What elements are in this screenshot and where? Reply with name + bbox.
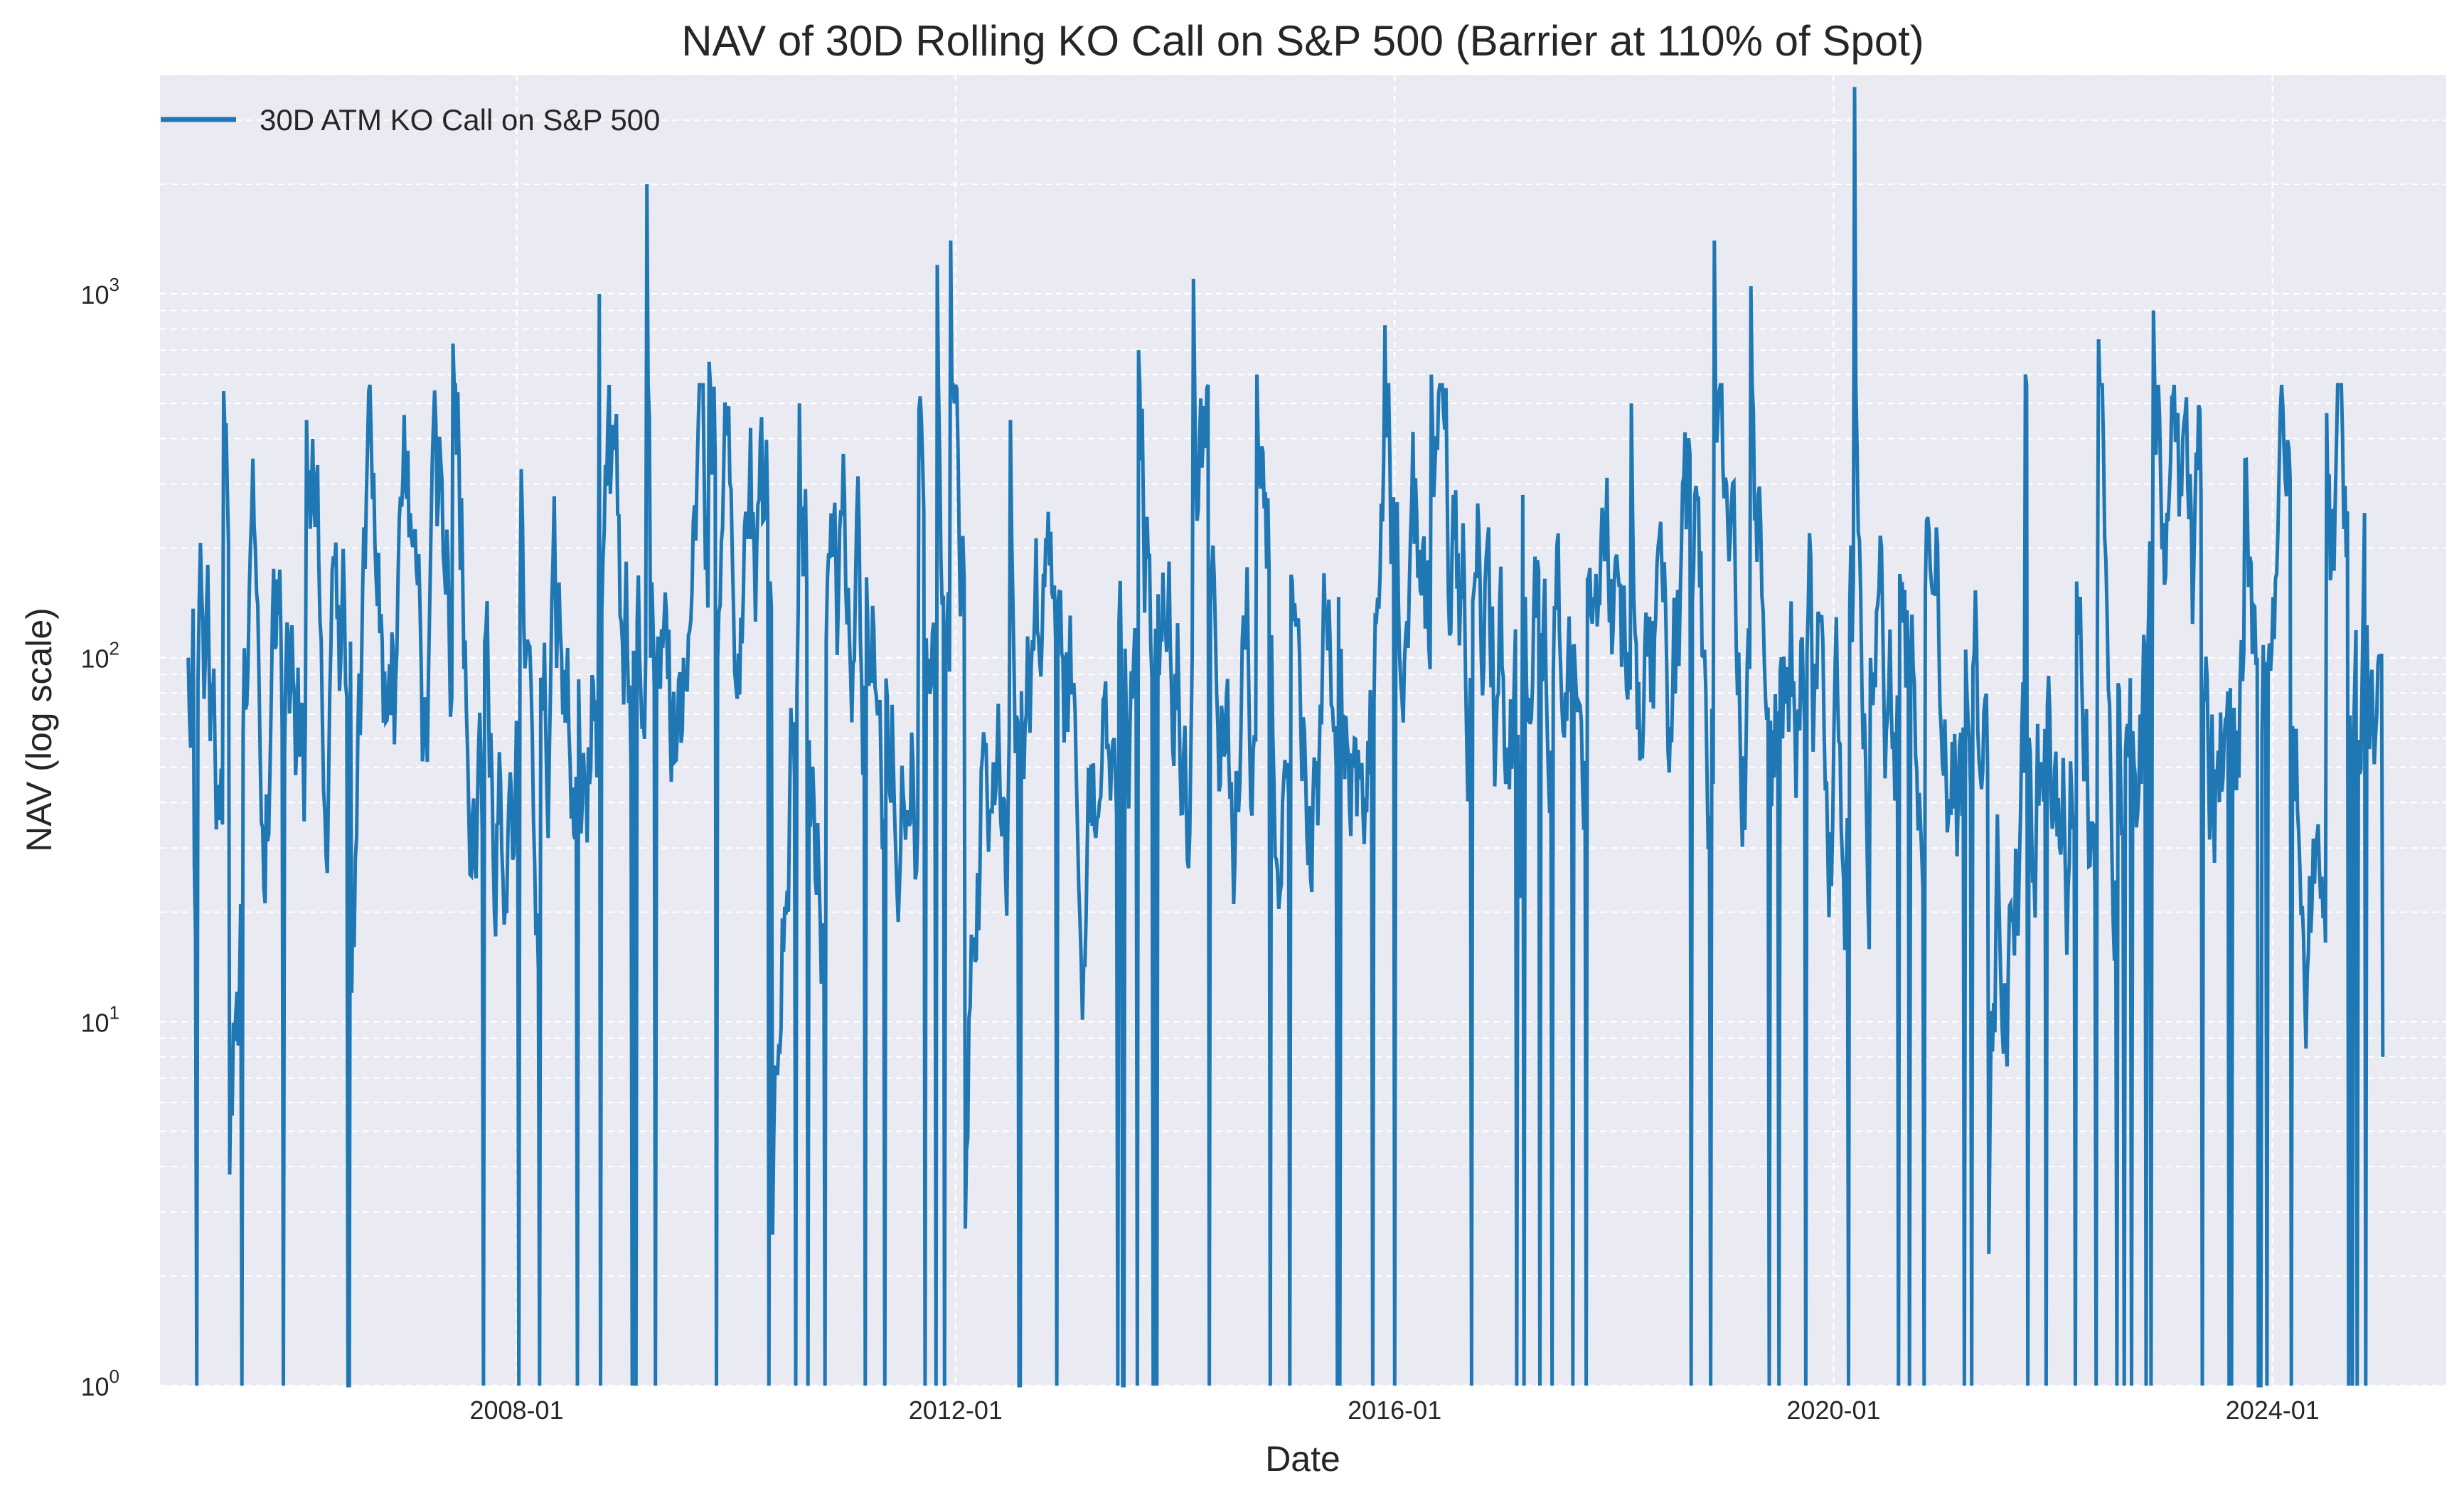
series-layer	[186, 87, 2385, 1388]
chart-title: NAV of 30D Rolling KO Call on S&P 500 (B…	[681, 17, 1924, 65]
legend-label: 30D ATM KO Call on S&P 500	[260, 103, 660, 137]
tick-layer: 2008-01 2012-01 2016-01 2020-01 2024-01 100 10…	[80, 274, 2319, 1425]
y-tick-label: 101	[80, 1002, 119, 1037]
series-line	[186, 87, 2385, 1388]
y-axis-label: NAV (log scale)	[19, 607, 59, 852]
x-tick-label: 2012-01	[909, 1396, 1003, 1425]
y-tick-label: 100	[80, 1366, 119, 1401]
x-tick-label: 2024-01	[2226, 1396, 2320, 1425]
x-tick-label: 2008-01	[469, 1396, 563, 1425]
x-tick-label: 2020-01	[1786, 1396, 1880, 1425]
x-axis-label: Date	[1265, 1439, 1340, 1479]
x-tick-label: 2016-01	[1348, 1396, 1441, 1425]
legend: 30D ATM KO Call on S&P 500	[161, 103, 660, 137]
y-tick-label: 103	[80, 274, 119, 309]
y-tick-label: 102	[80, 638, 119, 674]
